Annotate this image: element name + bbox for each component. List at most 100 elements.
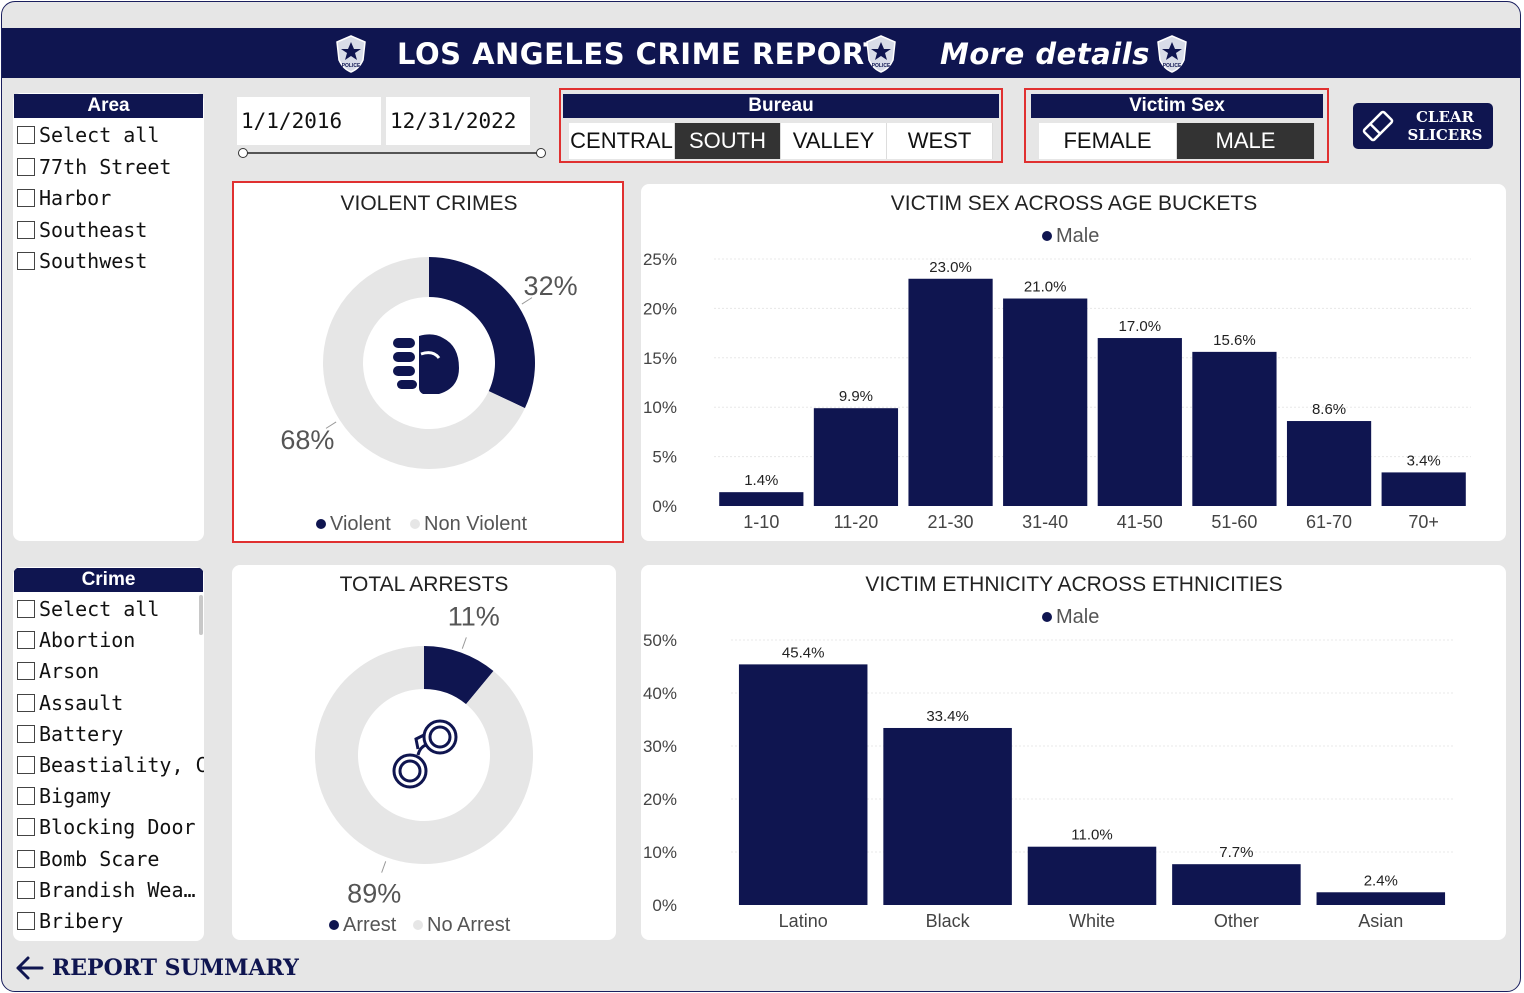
clear-label-line2: SLICERS: [1407, 126, 1483, 144]
checkbox[interactable]: [17, 818, 35, 837]
badge-text: POLICE: [1163, 63, 1182, 69]
bar-1-10: [719, 492, 804, 506]
end-date-input[interactable]: 12/31/2022: [386, 97, 530, 145]
x-tick-label: 11-20: [834, 512, 879, 532]
legend-marker: [410, 519, 420, 529]
donut-data-label: 32%: [524, 271, 578, 301]
checkbox[interactable]: [17, 880, 35, 899]
arrow-left-icon: [16, 956, 44, 980]
leader-line: [461, 637, 467, 649]
crime-slicer-item[interactable]: Battery: [17, 719, 123, 749]
legend-marker: [316, 519, 326, 529]
checkbox[interactable]: [17, 600, 35, 618]
bar-data-label: 23.0%: [929, 259, 972, 276]
slicer-item-label: Bomb Scare: [39, 846, 160, 871]
y-tick-label: 5%: [652, 448, 677, 467]
crime-slicer-item[interactable]: Bomb Scare: [17, 844, 159, 874]
x-tick-label: 41-50: [1117, 512, 1163, 532]
x-tick-label: Latino: [779, 911, 828, 931]
crime-slicer-item[interactable]: Beastiality, Cri…: [17, 750, 204, 780]
area-slicer-item[interactable]: Southeast: [17, 215, 147, 245]
slicer-item-label: Harbor: [39, 186, 112, 210]
crime-slicer-item[interactable]: Arson: [17, 656, 99, 686]
clear-slicers-button[interactable]: CLEAR SLICERS: [1353, 103, 1493, 149]
crime-slicer-item[interactable]: Brandish Wea…: [17, 875, 196, 905]
clear-label-line1: CLEAR: [1415, 108, 1475, 126]
y-tick-label: 50%: [643, 631, 677, 650]
checkbox[interactable]: [17, 157, 35, 176]
date-start-handle[interactable]: [238, 148, 248, 158]
bureau-option-central[interactable]: CENTRAL: [569, 123, 675, 159]
bar-data-label: 7.7%: [1219, 844, 1253, 861]
area-slicer-item[interactable]: 77th Street: [17, 152, 171, 182]
y-tick-label: 30%: [643, 737, 677, 756]
legend-entry: No Arrest: [427, 914, 511, 936]
y-tick-label: 20%: [643, 790, 677, 809]
crime-slicer-item[interactable]: Bigamy: [17, 781, 111, 811]
checkbox[interactable]: [17, 756, 35, 774]
checkbox[interactable]: [17, 189, 35, 207]
checkbox[interactable]: [17, 631, 35, 650]
start-date-input[interactable]: 1/1/2016: [237, 97, 381, 145]
area-slicer-item[interactable]: Southwest: [17, 246, 147, 276]
total-arrests-chart: TOTAL ARRESTS 11% 89% Arrest No Arrest: [314, 573, 533, 936]
crime-slicer-item[interactable]: Select all: [17, 594, 159, 624]
victim-sex-option-female[interactable]: FEMALE: [1039, 123, 1177, 159]
bureau-option-west[interactable]: WEST: [887, 123, 993, 159]
header-bar: [2, 28, 1520, 78]
victim-sex-option-male[interactable]: MALE: [1177, 123, 1315, 159]
leader-line: [521, 297, 533, 305]
fist-icon: [393, 334, 459, 394]
crime-slicer-item[interactable]: Assault: [17, 688, 123, 718]
slicer-item-label: Beastiality, Cri…: [39, 753, 204, 777]
slicer-item-label: 77th Street: [39, 154, 172, 179]
victim-ethnicity-chart: VICTIM ETHNICITY ACROSS ETHNICITIES Male 0…: [643, 573, 1453, 931]
bar-31-40: [1003, 298, 1088, 506]
slicer-item-label: Southwest: [39, 249, 148, 273]
crime-slicer-item[interactable]: Abortion: [17, 625, 135, 655]
x-tick-label: 51-60: [1211, 512, 1257, 532]
x-tick-label: 1-10: [743, 512, 779, 532]
police-badge-icon: POLICE: [336, 35, 366, 73]
slicer-item-label: Southeast: [39, 217, 148, 242]
y-tick-label: 10%: [643, 843, 677, 862]
bar-white: [1027, 846, 1157, 905]
crime-slicer-item[interactable]: Bribery: [17, 906, 123, 936]
bureau-option-valley[interactable]: VALLEY: [781, 123, 887, 159]
report-summary-label: REPORT SUMMARY: [52, 955, 299, 981]
checkbox[interactable]: [17, 662, 35, 681]
checkbox[interactable]: [17, 220, 35, 239]
ethnicity-chart-card: VICTIM ETHNICITY ACROSS ETHNICITIES Male 0…: [641, 565, 1506, 940]
crime-list-scrollbar[interactable]: [199, 595, 203, 635]
checkbox[interactable]: [17, 252, 35, 270]
report-summary-link[interactable]: REPORT SUMMARY: [14, 952, 299, 984]
legend-marker: [329, 920, 339, 930]
victim-age-chart: VICTIM SEX ACROSS AGE BUCKETS Male 0% 5% 10%…: [643, 192, 1471, 532]
checkbox[interactable]: [17, 849, 35, 868]
slicer-item-label: Bribery: [39, 909, 124, 933]
x-tick-label: 31-40: [1022, 512, 1068, 532]
checkbox[interactable]: [17, 787, 35, 806]
crime-slicer-item[interactable]: Blocking Door …: [17, 812, 204, 842]
bar-11-20: [813, 408, 899, 506]
bar-latino: [738, 664, 868, 905]
area-slicer-item[interactable]: Select all: [17, 120, 159, 150]
more-details-link[interactable]: More details: [940, 37, 1150, 71]
date-end-handle[interactable]: [536, 148, 546, 158]
area-slicer-item[interactable]: Harbor: [17, 183, 111, 213]
legend-entry: Violent: [330, 513, 391, 535]
badge-text: POLICE: [342, 63, 361, 69]
legend-entry: Male: [1056, 606, 1099, 628]
checkbox[interactable]: [17, 724, 35, 743]
handcuffs-icon: [392, 719, 458, 789]
x-tick-label: Other: [1214, 911, 1259, 931]
bureau-option-south[interactable]: SOUTH: [675, 123, 781, 159]
report-title: LOS ANGELES CRIME REPORT: [397, 37, 884, 71]
bureau-slicer-highlight: [559, 88, 1003, 163]
checkbox[interactable]: [17, 693, 35, 712]
checkbox[interactable]: [17, 126, 35, 144]
x-tick-label: 21-30: [928, 512, 974, 532]
donut-data-label: 68%: [280, 425, 334, 455]
checkbox[interactable]: [17, 912, 35, 930]
